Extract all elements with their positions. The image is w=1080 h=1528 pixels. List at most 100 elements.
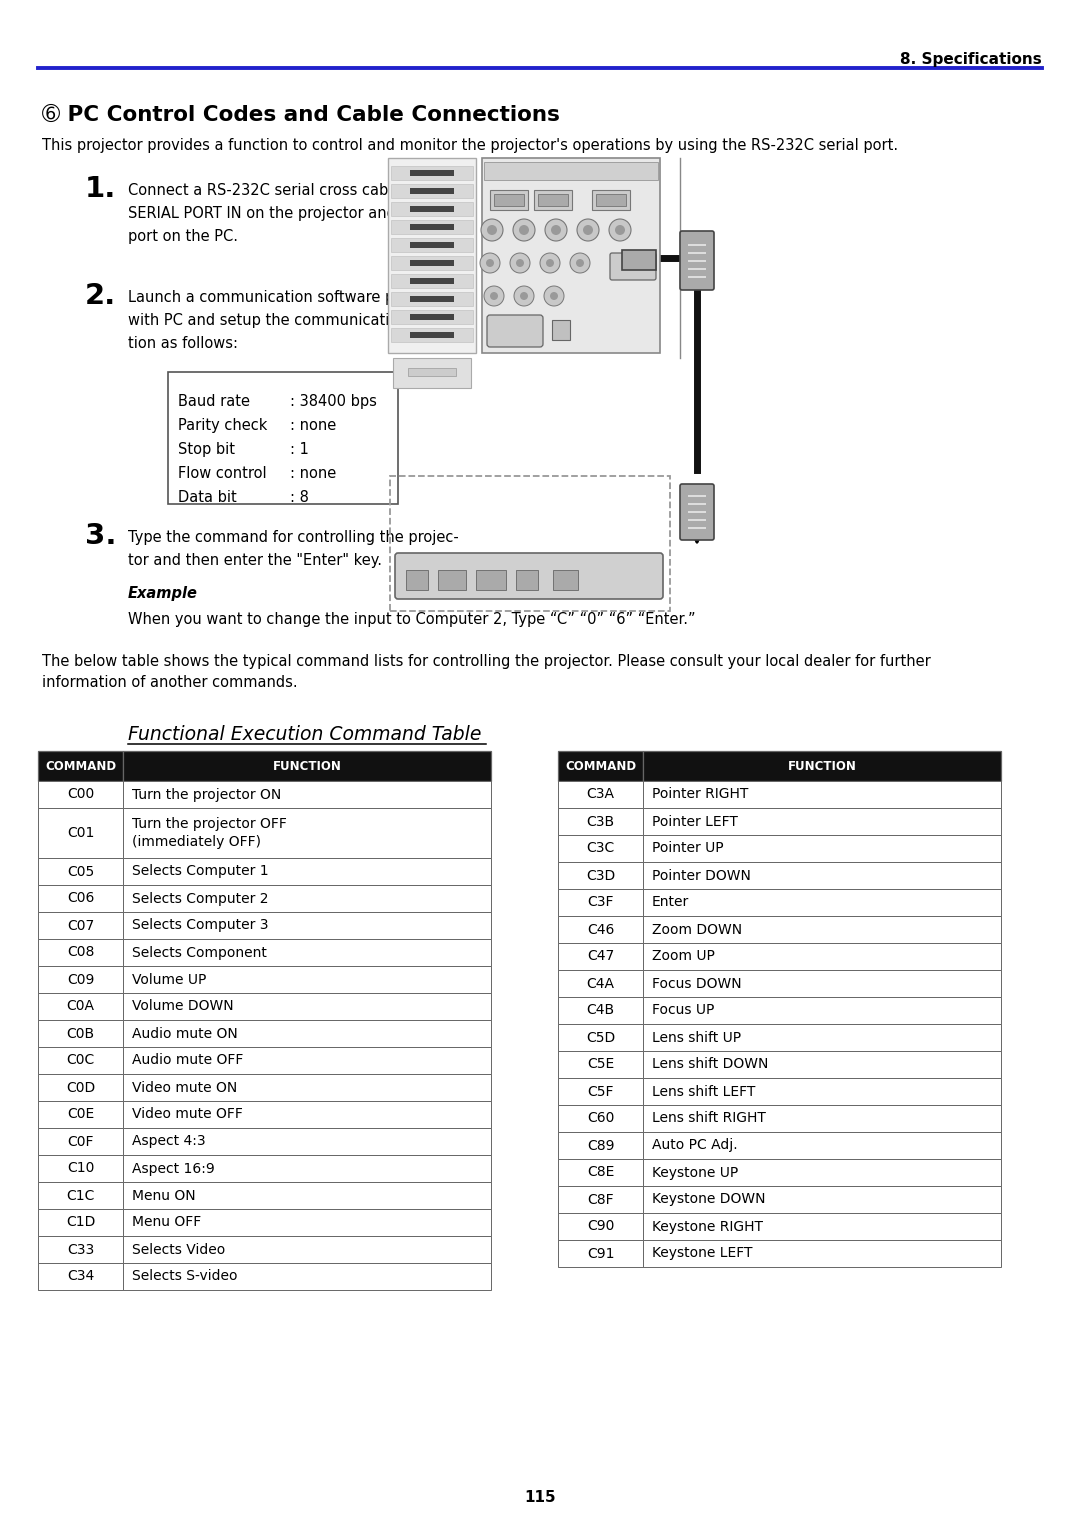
Bar	[643, 943, 1001, 970]
Text: Focus UP: Focus UP	[652, 1004, 714, 1018]
Text: C00: C00	[67, 787, 94, 802]
Text: Flow control: Flow control	[178, 466, 267, 481]
Bar	[391, 329, 473, 342]
Bar	[484, 162, 658, 180]
Text: 115: 115	[524, 1490, 556, 1505]
Bar	[558, 862, 643, 889]
Text: Type the command for controlling the projec-
tor and then enter the "Enter" key.: Type the command for controlling the pro…	[129, 530, 459, 568]
Text: Selects Computer 2: Selects Computer 2	[132, 891, 269, 906]
Text: Audio mute ON: Audio mute ON	[132, 1027, 238, 1041]
Bar	[123, 1155, 491, 1183]
Text: Pointer RIGHT: Pointer RIGHT	[652, 787, 748, 802]
Bar	[688, 244, 706, 246]
Bar	[38, 1074, 123, 1102]
Bar	[391, 202, 473, 215]
Bar	[123, 1183, 491, 1209]
Bar	[410, 260, 454, 266]
Bar	[643, 1241, 1001, 1267]
Bar	[168, 371, 399, 504]
Text: C0D: C0D	[66, 1080, 95, 1094]
Text: Zoom DOWN: Zoom DOWN	[652, 923, 742, 937]
Bar	[123, 1264, 491, 1290]
Text: C0B: C0B	[67, 1027, 95, 1041]
Bar	[643, 1160, 1001, 1186]
Text: Keystone DOWN: Keystone DOWN	[652, 1192, 766, 1207]
Text: Selects Component: Selects Component	[132, 946, 267, 960]
Text: C10: C10	[67, 1161, 94, 1175]
Text: C46: C46	[586, 923, 615, 937]
Bar	[38, 781, 123, 808]
Circle shape	[577, 219, 599, 241]
Circle shape	[615, 225, 625, 235]
Text: information of another commands.: information of another commands.	[42, 675, 298, 691]
Text: C33: C33	[67, 1242, 94, 1256]
Bar	[558, 1213, 643, 1241]
Bar	[38, 885, 123, 912]
Bar	[558, 915, 643, 943]
Text: When you want to change the input to Computer 2, Type “C” “0” “6” “Enter.”: When you want to change the input to Com…	[129, 613, 696, 626]
Text: C91: C91	[586, 1247, 615, 1261]
Text: Example: Example	[129, 587, 198, 601]
Bar	[391, 292, 473, 306]
Bar	[558, 1132, 643, 1160]
Text: Focus DOWN: Focus DOWN	[652, 976, 742, 990]
Text: Pointer UP: Pointer UP	[652, 842, 724, 856]
Circle shape	[484, 286, 504, 306]
Text: Enter: Enter	[652, 895, 689, 909]
Bar	[410, 278, 454, 284]
Bar	[688, 260, 706, 261]
Text: C07: C07	[67, 918, 94, 932]
Text: Selects Computer 3: Selects Computer 3	[132, 918, 269, 932]
Bar	[38, 966, 123, 993]
Bar	[390, 477, 670, 611]
Bar	[622, 251, 656, 270]
Bar	[643, 1105, 1001, 1132]
Bar	[688, 527, 706, 529]
Circle shape	[481, 219, 503, 241]
Text: Pointer DOWN: Pointer DOWN	[652, 868, 751, 883]
Bar	[558, 1051, 643, 1077]
Bar	[38, 1236, 123, 1264]
Text: 3.: 3.	[85, 523, 117, 550]
Bar	[38, 940, 123, 966]
Text: COMMAND: COMMAND	[45, 759, 116, 773]
FancyBboxPatch shape	[487, 315, 543, 347]
Text: ➅ PC Control Codes and Cable Connections: ➅ PC Control Codes and Cable Connections	[42, 105, 559, 125]
Circle shape	[540, 254, 561, 274]
Text: C09: C09	[67, 972, 94, 987]
Bar	[596, 194, 626, 206]
Bar	[643, 834, 1001, 862]
Bar	[38, 1183, 123, 1209]
Circle shape	[486, 260, 494, 267]
Bar	[482, 157, 660, 353]
Circle shape	[550, 292, 558, 299]
Text: C47: C47	[586, 949, 615, 964]
Bar	[494, 194, 524, 206]
Bar	[558, 781, 643, 808]
Bar	[391, 183, 473, 199]
Text: C90: C90	[586, 1219, 615, 1233]
Bar	[558, 750, 643, 781]
Text: Keystone LEFT: Keystone LEFT	[652, 1247, 753, 1261]
Text: C1D: C1D	[66, 1215, 95, 1230]
Bar	[123, 1236, 491, 1264]
Bar	[643, 996, 1001, 1024]
Circle shape	[514, 286, 534, 306]
Bar	[123, 1128, 491, 1155]
Bar	[123, 1209, 491, 1236]
Bar	[538, 194, 568, 206]
Text: Keystone RIGHT: Keystone RIGHT	[652, 1219, 762, 1233]
Bar	[123, 940, 491, 966]
Bar	[38, 750, 123, 781]
Bar	[391, 274, 473, 287]
Bar	[410, 241, 454, 248]
Text: This projector provides a function to control and monitor the projector's operat: This projector provides a function to co…	[42, 138, 899, 153]
Text: Functional Execution Command Table: Functional Execution Command Table	[129, 724, 482, 744]
Text: Menu OFF: Menu OFF	[132, 1215, 201, 1230]
Bar	[123, 1021, 491, 1047]
Text: C08: C08	[67, 946, 94, 960]
FancyBboxPatch shape	[680, 231, 714, 290]
Bar	[643, 889, 1001, 915]
Bar	[410, 332, 454, 338]
Bar	[38, 1047, 123, 1074]
